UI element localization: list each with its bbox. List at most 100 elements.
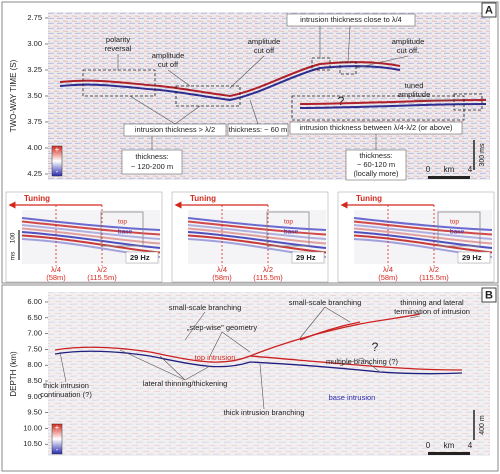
y-tick-label: 3.50 (27, 91, 42, 100)
wedge-band (353, 234, 493, 254)
wedge-band (353, 217, 493, 231)
annotation: ? (338, 94, 345, 108)
half-value: (115.5m) (419, 273, 449, 282)
annotation: thickness: (135, 152, 168, 161)
y-tick-label: 2.75 (27, 13, 42, 22)
annotations-a: polarity reversal amplitude cut off ampl… (105, 13, 463, 181)
quarter-label: λ/4 (51, 265, 61, 274)
annotation: reversal (105, 44, 132, 53)
annotation: multiple branching (?) (326, 357, 399, 366)
wedge-band (187, 231, 327, 249)
tuning-label: Tuning (190, 194, 216, 203)
colorbar-plus: + (55, 145, 60, 154)
time-unit: ms (10, 251, 17, 260)
scale-end: 4 (468, 441, 473, 450)
wedge-band (21, 217, 161, 231)
top-label: top (450, 219, 459, 226)
base-label: base (284, 229, 298, 236)
colorbar-a: + - (51, 145, 63, 177)
wedge-band (21, 224, 161, 240)
annotation: base intrusion (329, 393, 376, 402)
inset-box (100, 211, 144, 247)
annotation: cut off (254, 46, 275, 55)
freq-box (291, 251, 325, 264)
quarter-value: (58m) (212, 273, 232, 282)
annotation: small-scale branching (289, 298, 362, 307)
wedge-band (21, 231, 161, 249)
wedge-band (21, 227, 161, 245)
wedge-band (187, 227, 327, 245)
highlight-boxes (82, 57, 483, 121)
y-tick-label: 9.00 (27, 392, 42, 401)
panel-label: B (485, 289, 493, 301)
reflector-a (59, 61, 487, 109)
annotation: thickness: (359, 151, 392, 160)
y-tick-label: 3.00 (27, 39, 42, 48)
quarter-value: (58m) (46, 273, 66, 282)
scale-unit: km (444, 165, 455, 174)
annotation: termination of intrusion (394, 307, 470, 316)
quarter-label: λ/4 (217, 265, 227, 274)
y-tick-label: 3.25 (27, 65, 42, 74)
annotation: small-scale branching (169, 303, 242, 312)
inset: Tuning top base 29 Hz λ/4(58m) λ/2(115.5m) 100… (5, 191, 163, 283)
annotation: intrusion thickness close to λ/4 (300, 15, 402, 24)
intrusion-b (54, 313, 463, 375)
scale-start: 0 (426, 165, 431, 174)
wedge-band (353, 231, 493, 249)
annotation: lateral thinning/thickening (143, 379, 228, 388)
annotation: continuation (?) (40, 390, 92, 399)
colorbar-plus: + (55, 423, 60, 432)
y-tick-label: 6.00 (27, 297, 42, 306)
annotation: (locally more) (353, 169, 399, 178)
y-tick-label: 6.50 (27, 313, 42, 322)
wedge-band (353, 227, 493, 245)
scale-vertical: 300 ms (479, 143, 486, 166)
wedge-band (21, 234, 161, 254)
top-label: top (284, 219, 293, 226)
panel-label: A (485, 4, 493, 16)
half-value: (115.5m) (87, 273, 117, 282)
scale-start: 0 (426, 441, 431, 450)
annotation: intrusion thickness between λ/4-λ/2 (or … (300, 123, 453, 132)
y-tick-label: 7.50 (27, 344, 42, 353)
base-label: base (450, 229, 464, 236)
y-tick-label: 7.00 (27, 329, 42, 338)
inset-box (266, 211, 310, 247)
wedge-band (187, 220, 327, 236)
annotation: intrusion thickness > λ/2 (135, 125, 215, 134)
annotation: tuned (405, 81, 424, 90)
time-scale: 100 (10, 232, 17, 243)
half-value: (115.5m) (253, 273, 283, 282)
frequency: 29 Hz (130, 253, 150, 262)
y-tick-label: 3.75 (27, 117, 42, 126)
freq-box (125, 251, 159, 264)
wedge-band (187, 217, 327, 231)
annotation: cut off (158, 60, 179, 69)
base-label: base (118, 229, 132, 236)
annotation: amplitude (248, 37, 281, 46)
inset: Tuning top base 29 Hz λ/4(58m) λ/2(115.5m) (171, 191, 329, 283)
y-tick-label: 9.50 (27, 408, 42, 417)
y-tick-label: 4.25 (27, 169, 42, 178)
annotation: thick intrusion (43, 381, 89, 390)
y-tick-label: 8.50 (27, 376, 42, 385)
y-tick-label: 8.00 (27, 360, 42, 369)
scale-a: 300 ms 0 km 4 (426, 140, 486, 179)
annotations-b: small-scale branching „step-wise" geomet… (40, 298, 470, 417)
wedge-band (187, 234, 327, 254)
wedge-band (353, 220, 493, 236)
scale-b: 400 m 0 km 4 (426, 410, 486, 455)
quarter-value: (58m) (378, 273, 398, 282)
scale-vertical: 400 m (479, 415, 486, 435)
colorbar-minus: - (56, 167, 59, 176)
annotation: cut off. (397, 46, 419, 55)
tuning-label: Tuning (24, 194, 50, 203)
frequency: 29 Hz (296, 253, 316, 262)
freq-box (457, 251, 491, 264)
annotation: amplitude (152, 51, 185, 60)
y-tick-label: 10.00 (23, 423, 42, 432)
annotation: thinning and lateral (400, 298, 464, 307)
panel-label-box (481, 287, 497, 303)
